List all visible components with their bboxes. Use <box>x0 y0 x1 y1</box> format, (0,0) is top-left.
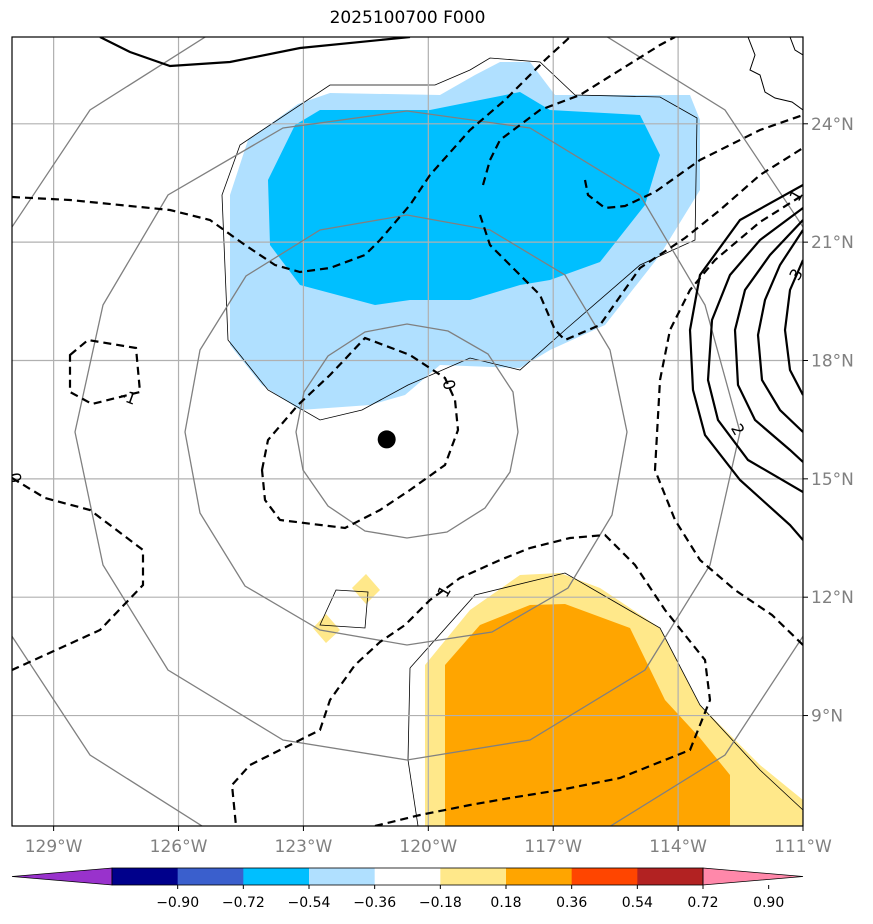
colorbar: −0.90 −0.72 −0.54 −0.36 −0.18 0.18 0.36 0.54 0.7… <box>11 867 804 911</box>
colorbar-segment <box>374 868 441 885</box>
colorbar-tick-label: −0.54 <box>288 895 331 911</box>
contour-label: 3 <box>785 265 807 283</box>
lon-tick-label: 111°W <box>774 837 832 857</box>
lon-tick-label: 117°W <box>524 837 582 857</box>
colorbar-tick-label: −0.36 <box>353 895 396 911</box>
lon-tick-label: 114°W <box>649 837 707 857</box>
significance-outlines <box>221 57 803 826</box>
lat-tick-label: 9°N <box>811 707 843 727</box>
range-ring-4 <box>12 37 803 826</box>
colorbar-tick-label: 0.90 <box>753 895 784 911</box>
lon-tick-label: 123°W <box>275 837 333 857</box>
lat-tick-label: 18°N <box>811 351 854 371</box>
colorbar-tick-label: 0.72 <box>687 895 718 911</box>
colorbar-tick-label: 0.18 <box>490 895 521 911</box>
contour-label: -1 <box>118 385 139 408</box>
contour-label: 0 <box>438 377 459 392</box>
small-positive-patch <box>352 574 380 604</box>
colorbar-tick-label: −0.72 <box>222 895 265 911</box>
lat-tick-label: 12°N <box>811 588 854 608</box>
positive-contours <box>99 37 803 541</box>
lat-tick-label: 15°N <box>811 470 854 490</box>
contour-label: 0 <box>4 470 25 485</box>
positive-anomaly-area <box>313 573 803 826</box>
lat-tick-label: 24°N <box>811 115 854 135</box>
coastline-north <box>789 37 803 56</box>
lon-tick-label: 129°W <box>25 837 83 857</box>
colorbar-tick-label: −0.90 <box>156 895 199 911</box>
lat-tick-label: 21°N <box>811 233 854 253</box>
negative-contours <box>12 37 803 826</box>
colorbar-tick-label: 0.54 <box>622 895 653 911</box>
range-ring-1 <box>295 323 519 539</box>
colorbar-segment <box>571 868 638 885</box>
colorbar-high-extension <box>702 867 804 886</box>
colorbar-segment <box>177 868 244 885</box>
colorbar-segment <box>506 868 573 885</box>
colorbar-segment <box>440 868 507 885</box>
colorbar-segment <box>112 868 179 885</box>
colorbar-segment <box>243 868 310 885</box>
range-ring-2 <box>184 214 628 646</box>
lon-tick-label: 120°W <box>399 837 457 857</box>
coastline <box>747 37 803 111</box>
range-ring-3 <box>74 110 741 761</box>
map-title: 2025100700 F000 <box>329 8 486 28</box>
negative-anomaly-area <box>230 62 700 410</box>
colorbar-segment <box>309 868 376 885</box>
range-rings <box>12 37 803 826</box>
storm-center-marker <box>377 430 396 449</box>
colorbar-tick-label: −0.18 <box>419 895 462 911</box>
strong-negative-shading <box>268 92 660 305</box>
lat-lon-grid <box>12 37 803 826</box>
map-frame <box>11 36 804 827</box>
colorbar-tick-label: 0.36 <box>556 895 587 911</box>
map-axes: 129°W 126°W 123°W 120°W 117°W 114°W 111°W 24°N 2… <box>25 115 854 857</box>
colorbar-low-extension <box>11 867 113 886</box>
small-positive-patch-2 <box>313 614 340 643</box>
lon-tick-label: 126°W <box>150 837 208 857</box>
colorbar-segment <box>637 868 704 885</box>
colorbar-outline <box>111 867 704 886</box>
